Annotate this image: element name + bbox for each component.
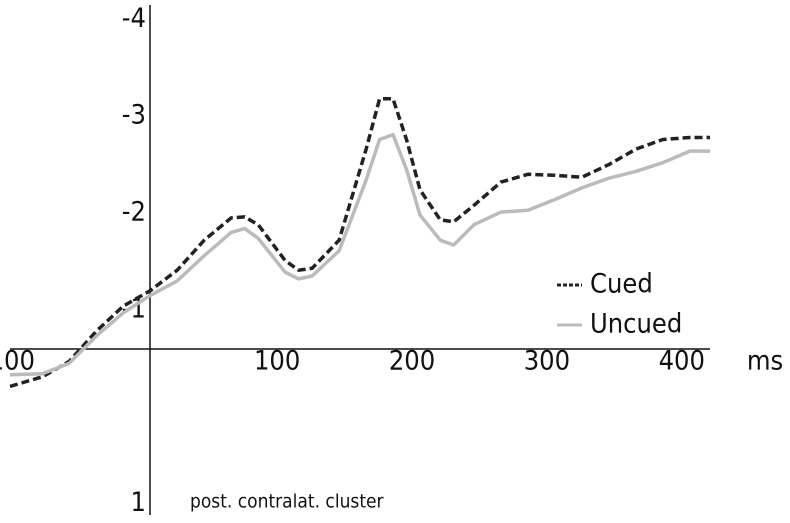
x-tick-label: 400	[659, 346, 705, 377]
y-tick-label: 1	[131, 487, 146, 518]
y-tick-label: -4	[122, 3, 146, 34]
y-tick-label: -1	[122, 293, 146, 324]
x-tick-label: 200	[389, 346, 435, 377]
x-tick-label: 300	[524, 346, 570, 377]
line-series	[9, 132, 710, 377]
annotation: post. contralat. cluster	[190, 491, 385, 513]
legend-label: Uncued	[590, 309, 682, 340]
y-tick-label: -2	[122, 197, 146, 228]
y-tick-label: -3	[122, 100, 146, 131]
line-series	[9, 97, 710, 389]
x-axis-label: ms	[747, 346, 783, 377]
x-tick-label: 100	[254, 346, 300, 377]
legend-label: Cued	[590, 269, 653, 300]
x-tick-label: -100	[0, 346, 35, 377]
